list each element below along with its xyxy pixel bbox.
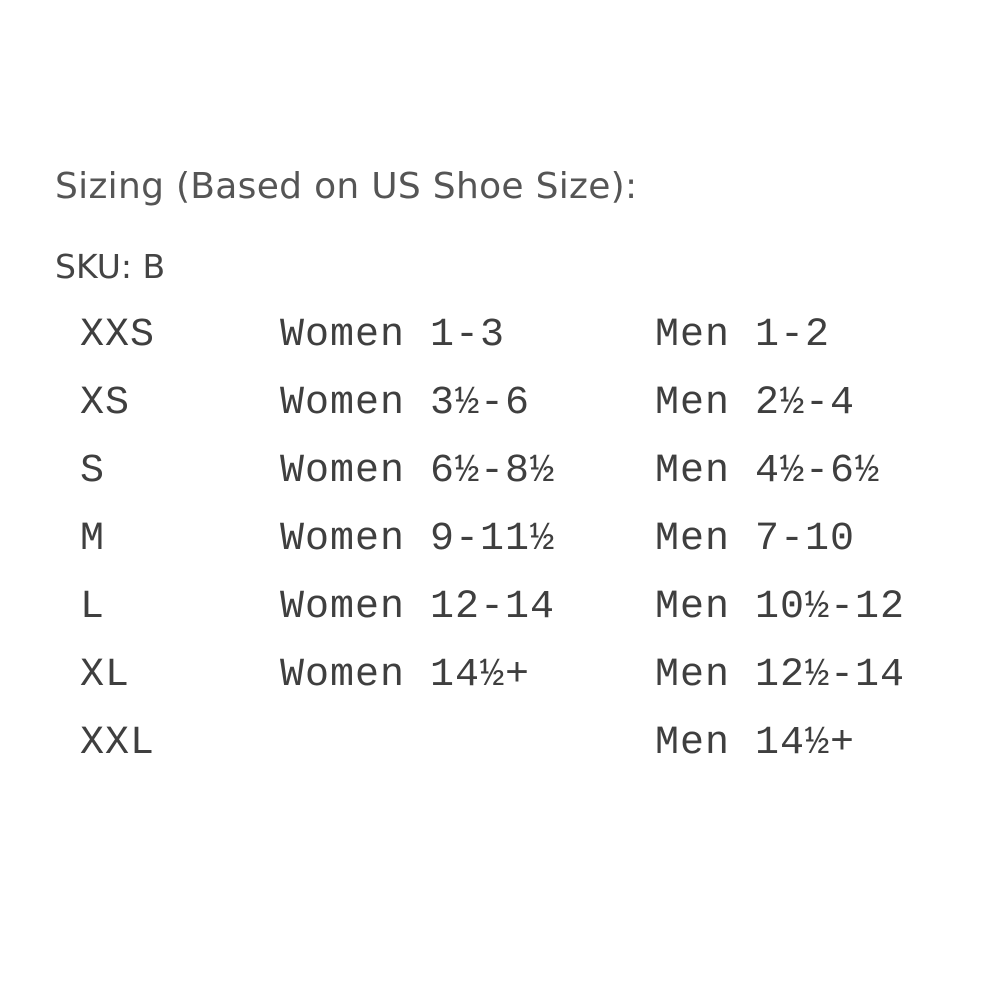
women-size: Women 6½-8½ bbox=[280, 449, 556, 494]
women-size: Women 1-3 bbox=[280, 313, 506, 358]
men-size: Men 14½+ bbox=[655, 721, 856, 766]
men-size: Men 4½-6½ bbox=[655, 449, 881, 494]
men-size: Men 12½-14 bbox=[655, 653, 906, 698]
men-size: Men 1-2 bbox=[655, 313, 831, 358]
men-size: Men 10½-12 bbox=[655, 585, 906, 630]
size-label: XXL bbox=[80, 721, 156, 766]
women-size: Women 14½+ bbox=[280, 653, 531, 698]
size-label: XXS bbox=[80, 313, 156, 358]
sizing-heading: Sizing (Based on US Shoe Size): bbox=[55, 166, 638, 207]
women-size: Women 3½-6 bbox=[280, 381, 531, 426]
men-size: Men 7-10 bbox=[655, 517, 856, 562]
sku-label: SKU: B bbox=[55, 247, 166, 286]
size-label: L bbox=[80, 585, 106, 630]
size-label: S bbox=[80, 449, 106, 494]
women-size: Women 9-11½ bbox=[280, 517, 556, 562]
size-label: M bbox=[80, 517, 106, 562]
size-label: XL bbox=[80, 653, 131, 698]
women-size: Women 12-14 bbox=[280, 585, 556, 630]
size-label: XS bbox=[80, 381, 131, 426]
men-size: Men 2½-4 bbox=[655, 381, 856, 426]
